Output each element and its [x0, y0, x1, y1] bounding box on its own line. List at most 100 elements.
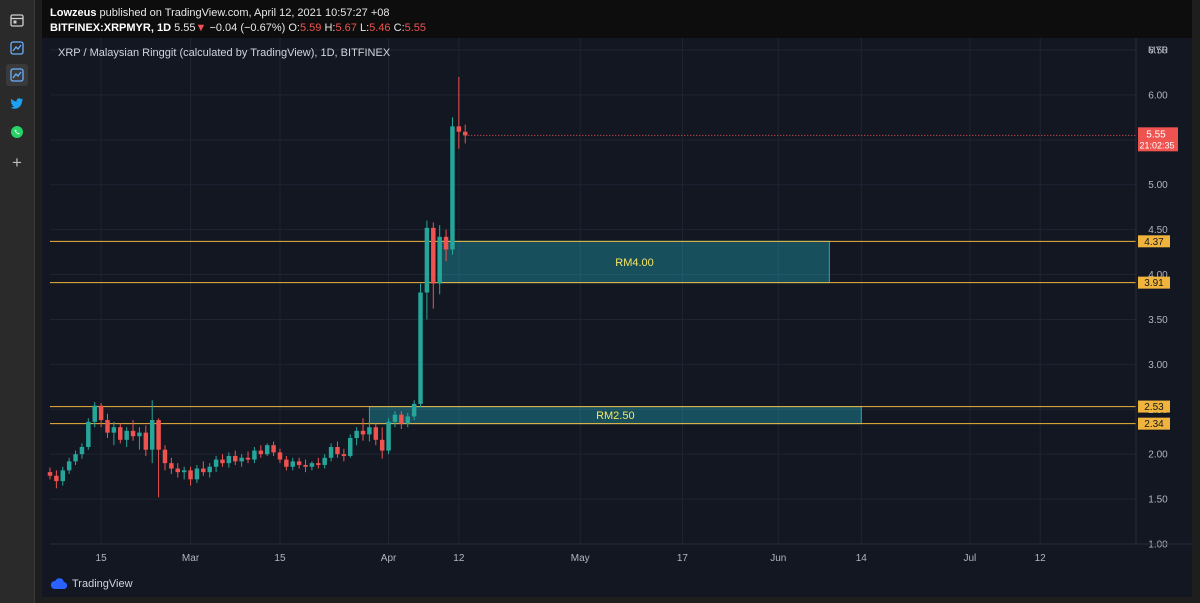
candle-body [348, 438, 353, 456]
x-tick-label: 17 [677, 553, 689, 564]
candle-body [303, 464, 308, 467]
candle-body [220, 459, 225, 464]
level-tag-label: 3.91 [1144, 278, 1164, 289]
zones: RM4.00 RM2.50 [368, 240, 862, 425]
candle-body [456, 126, 462, 132]
candle-body [271, 445, 276, 453]
candle-body [47, 472, 53, 476]
candle-body [424, 227, 430, 293]
price-change: −0.04 (−0.67%) [209, 22, 286, 34]
high-value: 5.67 [335, 22, 357, 34]
open-value: 5.59 [299, 22, 322, 34]
x-tick-label: Jun [770, 553, 786, 564]
candle-body [239, 457, 244, 462]
level-tag [1138, 276, 1170, 289]
candle-body [79, 446, 85, 455]
candle-body [181, 470, 187, 473]
candle-body [335, 446, 340, 455]
candle-body [66, 461, 72, 471]
level-tag-label: 2.34 [1144, 419, 1164, 430]
price-axis: 6.506.005.505.004.504.003.503.002.502.00… [1135, 38, 1178, 551]
publisher-text: published on TradingView.com, April 12, … [99, 7, 390, 19]
candle-body [379, 439, 385, 451]
candle-body [392, 414, 398, 422]
candle-body [277, 452, 283, 460]
low-label: L: [359, 22, 370, 34]
symbol-label: BITFINEX:XRPMYR, 1D [50, 22, 172, 34]
candle-body [322, 457, 327, 465]
y-tick-label: 2.00 [1148, 450, 1168, 461]
publisher-name[interactable]: Lowzeus [50, 7, 97, 19]
candle-body [73, 454, 78, 462]
tradingview-cloud-icon [50, 578, 68, 590]
candle-body [411, 403, 417, 417]
y-tick-label: 3.00 [1148, 360, 1168, 371]
plus-icon[interactable]: + [12, 153, 22, 172]
x-tick-label: May [571, 553, 590, 564]
candle-body [201, 468, 206, 473]
x-tick-label: 12 [1035, 553, 1047, 564]
last-price-tag-label: 5.55 [1146, 129, 1166, 140]
candle-body [86, 421, 91, 447]
close-label: C: [393, 22, 405, 34]
level-tag [1138, 417, 1170, 430]
y-tick-label: 3.50 [1148, 315, 1168, 326]
left-sidebar: + [0, 0, 35, 603]
candle-body [309, 463, 315, 467]
chart-active-icon[interactable] [6, 64, 28, 86]
candle-body [143, 432, 149, 450]
twitter-icon[interactable] [7, 94, 27, 114]
chart-icon[interactable] [7, 38, 27, 58]
y-tick-label: 6.50 [1148, 46, 1168, 57]
level-tag [1138, 235, 1170, 248]
candle-body [233, 455, 238, 462]
candle-body [341, 454, 347, 456]
candle-body [137, 432, 142, 437]
level-lines [50, 134, 1136, 425]
candle-body [462, 131, 468, 136]
candle-body [354, 430, 359, 439]
candle-body [264, 445, 270, 455]
tradingview-logo[interactable]: TradingView [50, 578, 133, 590]
zone-label: RM2.50 [596, 410, 635, 422]
whatsapp-icon[interactable] [7, 122, 27, 142]
candle-body [418, 292, 423, 404]
candle-body [188, 470, 193, 480]
candle-body [258, 450, 264, 455]
y-tick-label: 4.50 [1148, 225, 1168, 236]
candle-body [405, 416, 410, 424]
candle-body [92, 405, 97, 422]
publisher-line: Lowzeus published on TradingView.com, Ap… [50, 7, 390, 19]
x-tick-label: 12 [453, 553, 465, 564]
y-tick-label: 5.00 [1148, 180, 1168, 191]
zone-label: RM4.00 [615, 257, 654, 269]
chart-background [42, 38, 1192, 573]
candle-body [118, 427, 123, 440]
calendar-icon[interactable] [7, 10, 27, 30]
y-tick-label: 4.00 [1148, 270, 1168, 281]
down-arrow-icon: ▼ [195, 22, 207, 34]
candle-body [175, 468, 181, 473]
countdown-label: 21:02:35 [1139, 140, 1174, 150]
candles [47, 76, 468, 498]
level-tag-label: 4.37 [1144, 237, 1164, 248]
chart-footer: TradingView [42, 573, 1192, 597]
quote-line: BITFINEX:XRPMYR, 1D 5.55▼ −0.04 (−0.67%)… [50, 22, 426, 34]
candle-body [290, 461, 295, 467]
candle-body [245, 457, 251, 460]
candle-body [213, 459, 219, 467]
x-tick-label: Jul [964, 553, 977, 564]
candle-body [399, 414, 404, 424]
x-tick-label: 15 [96, 553, 108, 564]
x-tick-label: Apr [381, 553, 397, 564]
low-value: 5.46 [369, 22, 391, 34]
x-tick-label: Mar [182, 553, 200, 564]
candle-body [169, 463, 174, 469]
candle-body [226, 455, 232, 464]
candle-body [450, 126, 455, 250]
x-tick-label: 15 [274, 553, 286, 564]
tradingview-brand: TradingView [72, 578, 133, 590]
candle-body [284, 459, 289, 467]
